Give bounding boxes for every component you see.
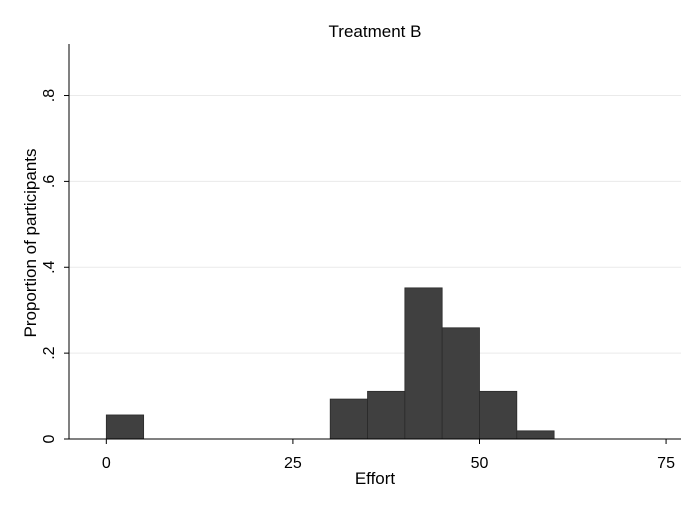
y-tick-label-3: .6 (41, 175, 58, 188)
bar-30-35 (329, 398, 368, 440)
x-tick-label-2: 50 (471, 455, 489, 472)
bar-50-55 (479, 390, 518, 440)
tick-labels: 0 .2 .4 .6 .8 0 25 50 75 (41, 89, 675, 472)
bar-35-40 (367, 390, 406, 440)
y-tick-label-0: 0 (41, 434, 58, 443)
grid-lines (69, 95, 681, 354)
y-tick-label-2: .4 (41, 260, 58, 273)
axes (64, 44, 681, 444)
bars (105, 287, 555, 440)
x-axis-label: Effort (355, 469, 396, 488)
y-tick-label-1: .2 (41, 346, 58, 359)
bar-0-5 (105, 414, 145, 440)
x-tick-label-3: 75 (657, 455, 675, 472)
x-tick-label-1: 25 (284, 455, 302, 472)
bar-45-50 (441, 327, 480, 440)
x-tick-label-0: 0 (102, 455, 111, 472)
chart-title: Treatment B (329, 22, 422, 41)
bar-55-60 (516, 430, 555, 440)
y-axis-label: Proportion of participants (21, 149, 40, 338)
y-tick-label-4: .8 (41, 89, 58, 102)
bar-40-45 (404, 287, 443, 440)
